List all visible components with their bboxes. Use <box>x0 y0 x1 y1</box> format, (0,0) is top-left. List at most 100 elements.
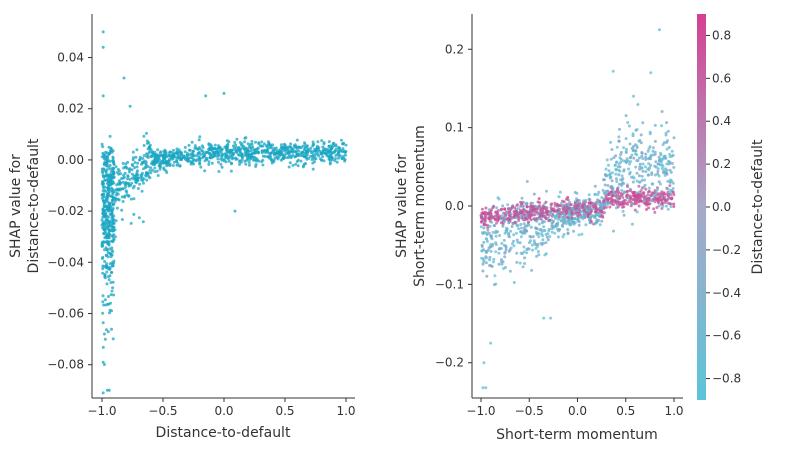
scatter-point <box>109 293 113 297</box>
scatter-point <box>556 203 560 207</box>
scatter-point <box>631 180 635 184</box>
scatter-point <box>496 209 500 213</box>
scatter-point <box>112 237 116 241</box>
scatter-point <box>227 159 231 163</box>
scatter-point <box>101 212 105 216</box>
scatter-point <box>139 173 143 177</box>
y-tick-label: −0.1 <box>435 277 464 291</box>
scatter-point <box>541 234 545 238</box>
x-tick-label: 1.0 <box>336 404 355 418</box>
scatter-point <box>269 151 273 155</box>
scatter-point <box>494 241 498 245</box>
scatter-point <box>147 141 151 145</box>
scatter-point <box>154 155 157 159</box>
scatter-point <box>611 69 615 73</box>
scatter-point <box>653 200 657 204</box>
scatter-point <box>489 234 493 238</box>
scatter-point <box>525 251 529 255</box>
scatter-point <box>604 205 608 209</box>
scatter-point <box>647 173 651 177</box>
scatter-point <box>617 182 621 186</box>
scatter-point <box>634 165 638 169</box>
scatter-point <box>617 191 621 195</box>
scatter-point <box>198 135 202 139</box>
y-tick-label: 0.00 <box>57 153 84 167</box>
scatter-point <box>147 146 151 150</box>
scatter-point <box>618 127 621 131</box>
scatter-point <box>232 146 236 150</box>
scatter-point <box>244 146 248 150</box>
scatter-point <box>530 268 534 272</box>
scatter-point <box>101 345 105 349</box>
y-tick-label: 0.04 <box>57 51 84 65</box>
scatter-point <box>610 202 614 206</box>
scatter-point <box>596 198 600 202</box>
left-y-axis-label-line1: SHAP value for <box>8 154 24 258</box>
scatter-point <box>149 166 153 170</box>
scatter-point <box>488 224 492 228</box>
scatter-point <box>618 202 622 206</box>
scatter-point <box>664 204 668 208</box>
scatter-point <box>254 140 257 144</box>
scatter-point <box>614 172 618 176</box>
scatter-point <box>136 176 140 180</box>
scatter-point <box>121 200 125 203</box>
scatter-point <box>615 145 619 149</box>
scatter-point <box>525 205 529 209</box>
scatter-point <box>111 156 115 160</box>
scatter-point <box>104 232 108 236</box>
scatter-point <box>298 145 302 149</box>
scatter-point <box>138 157 142 161</box>
scatter-point <box>636 193 640 197</box>
scatter-point <box>489 249 493 253</box>
scatter-point <box>304 156 308 159</box>
scatter-point <box>517 219 521 222</box>
scatter-point <box>101 216 105 219</box>
scatter-point <box>536 250 540 253</box>
scatter-point <box>122 166 126 170</box>
scatter-point <box>107 207 110 211</box>
scatter-point <box>104 150 108 154</box>
scatter-point <box>616 165 620 169</box>
scatter-point <box>551 212 555 216</box>
scatter-point <box>529 225 533 229</box>
scatter-point <box>495 214 499 218</box>
scatter-point <box>595 220 598 224</box>
scatter-point <box>112 181 116 185</box>
scatter-point <box>216 150 220 154</box>
scatter-point <box>523 256 527 260</box>
scatter-point <box>276 150 279 154</box>
scatter-point <box>189 162 193 166</box>
scatter-point <box>504 248 508 252</box>
scatter-point <box>215 147 219 151</box>
scatter-point <box>303 152 307 155</box>
scatter-point <box>120 195 124 199</box>
scatter-point <box>503 255 507 259</box>
left-y-axis-label-line2: Distance-to-default <box>26 138 42 273</box>
scatter-point <box>515 212 518 216</box>
scatter-point <box>496 219 500 223</box>
scatter-point <box>277 155 281 159</box>
scatter-point <box>306 150 310 154</box>
scatter-point <box>559 202 563 205</box>
scatter-point <box>341 142 345 146</box>
scatter-point <box>523 209 526 213</box>
scatter-point <box>135 148 139 152</box>
scatter-point <box>493 218 497 222</box>
scatter-point <box>640 174 644 178</box>
scatter-point <box>107 221 111 225</box>
scatter-point <box>522 218 526 222</box>
scatter-point <box>106 330 110 334</box>
scatter-point <box>144 174 148 178</box>
scatter-point <box>544 233 548 236</box>
scatter-point <box>609 190 613 194</box>
scatter-point <box>653 173 657 177</box>
scatter-point <box>559 218 563 222</box>
scatter-point <box>247 144 251 148</box>
scatter-point <box>512 244 516 248</box>
scatter-point <box>633 201 637 205</box>
scatter-point <box>120 208 124 212</box>
scatter-point <box>480 256 484 260</box>
scatter-point <box>161 159 164 163</box>
scatter-point <box>650 173 654 176</box>
